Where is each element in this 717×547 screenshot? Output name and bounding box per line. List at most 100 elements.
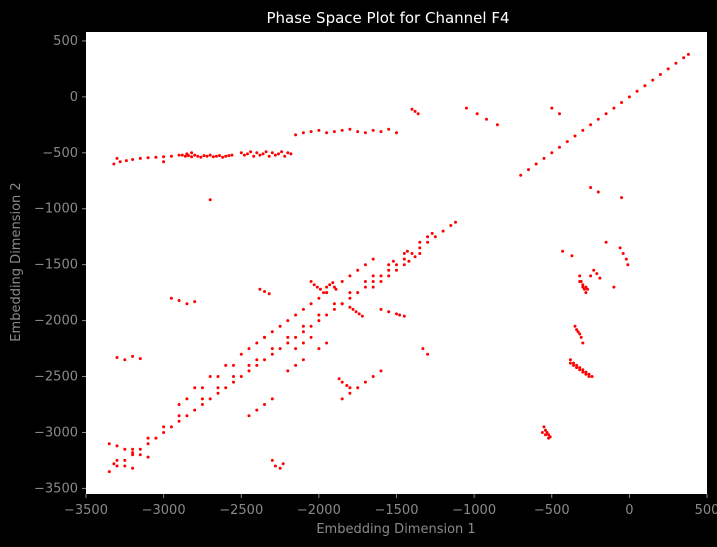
- data-point: [246, 152, 249, 156]
- data-point: [208, 153, 212, 157]
- data-point: [545, 431, 549, 434]
- data-point: [227, 154, 231, 158]
- data-point: [561, 249, 565, 253]
- data-point: [620, 196, 624, 200]
- data-point: [576, 330, 580, 334]
- data-point: [115, 156, 119, 160]
- data-point: [544, 428, 547, 432]
- data-point: [177, 403, 181, 406]
- data-point: [264, 150, 268, 154]
- data-point: [190, 155, 194, 159]
- data-point: [682, 56, 686, 60]
- data-point: [286, 369, 290, 373]
- data-point: [348, 127, 352, 131]
- data-point: [666, 67, 670, 71]
- data-point: [283, 154, 287, 158]
- data-point: [309, 280, 313, 283]
- data-point: [185, 397, 189, 401]
- data-point: [118, 160, 122, 164]
- data-point: [301, 131, 305, 135]
- data-point: [581, 341, 585, 345]
- data-point: [317, 347, 321, 351]
- data-point: [635, 89, 639, 93]
- data-point: [550, 151, 554, 155]
- x-tick-label: −1500: [375, 503, 419, 518]
- data-point: [200, 403, 204, 406]
- data-point: [200, 386, 204, 390]
- data-point: [185, 302, 189, 306]
- data-point: [626, 263, 630, 267]
- data-point: [658, 73, 662, 76]
- data-point: [578, 368, 582, 372]
- data-point: [280, 150, 284, 154]
- data-point: [371, 280, 375, 283]
- data-point: [325, 285, 329, 289]
- data-point: [221, 155, 225, 159]
- x-tick-label: −1000: [452, 503, 496, 518]
- data-point: [581, 128, 585, 132]
- data-point: [146, 442, 150, 446]
- data-point: [589, 186, 593, 189]
- data-point: [154, 436, 158, 440]
- data-point: [332, 302, 336, 306]
- data-point: [579, 335, 583, 339]
- data-point: [379, 369, 383, 373]
- data-point: [332, 285, 336, 289]
- data-point: [612, 106, 616, 110]
- data-point: [395, 263, 398, 267]
- data-point: [356, 386, 360, 390]
- data-point: [348, 305, 352, 309]
- data-point: [270, 330, 274, 334]
- data-point: [363, 131, 367, 135]
- data-point: [402, 314, 406, 318]
- data-point: [618, 246, 622, 250]
- x-axis-label: Embedding Dimension 1: [316, 522, 475, 537]
- data-point: [162, 155, 166, 159]
- y-axis-label: Embedding Dimension 2: [9, 182, 24, 341]
- data-point: [224, 386, 228, 390]
- data-point: [131, 447, 135, 451]
- data-point: [363, 380, 367, 384]
- data-point: [214, 154, 218, 158]
- x-tick-label: 0: [625, 503, 633, 518]
- data-point: [267, 292, 271, 296]
- data-point: [115, 458, 119, 462]
- data-point: [317, 319, 321, 323]
- data-point: [200, 397, 204, 401]
- data-point: [325, 313, 329, 317]
- data-point: [218, 154, 221, 158]
- data-point: [202, 154, 206, 158]
- data-point: [286, 335, 290, 339]
- data-point: [273, 153, 277, 157]
- data-point: [592, 268, 596, 272]
- data-point: [146, 455, 150, 459]
- data-point: [325, 291, 329, 295]
- data-point: [441, 229, 445, 233]
- data-point: [589, 123, 593, 127]
- data-point: [604, 240, 608, 244]
- data-point: [278, 347, 282, 351]
- data-point: [598, 276, 602, 280]
- data-point: [131, 354, 135, 358]
- data-point: [301, 330, 305, 334]
- data-point: [410, 252, 414, 255]
- data-point: [270, 352, 274, 356]
- data-point: [686, 52, 690, 56]
- data-point: [216, 386, 220, 390]
- data-point: [575, 363, 579, 367]
- data-point: [301, 358, 305, 362]
- data-point: [315, 285, 319, 289]
- data-point: [232, 375, 235, 378]
- data-point: [379, 130, 383, 134]
- data-point: [309, 324, 313, 328]
- y-tick-label: −1500: [34, 258, 78, 273]
- data-point: [247, 347, 251, 351]
- data-point: [421, 347, 425, 351]
- data-point: [138, 357, 142, 361]
- data-point: [322, 291, 325, 295]
- data-point: [391, 259, 395, 263]
- data-point: [387, 127, 391, 131]
- data-point: [286, 341, 290, 345]
- x-tick-label: 500: [695, 503, 717, 518]
- data-point: [582, 287, 586, 291]
